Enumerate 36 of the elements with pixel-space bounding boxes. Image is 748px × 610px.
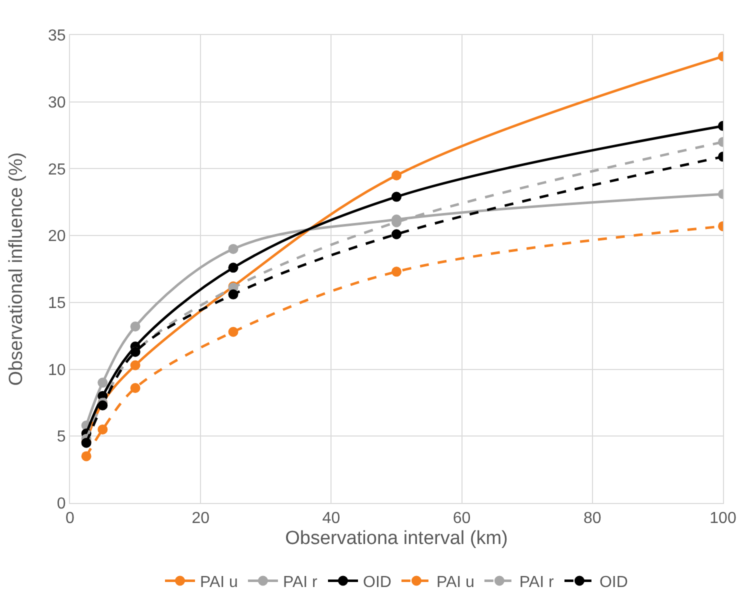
legend-label: PAI u: [200, 574, 238, 591]
y-tick-label: 0: [56, 496, 66, 513]
y-tick-label: 10: [48, 362, 66, 379]
y-tick-label: 25: [48, 161, 66, 178]
point: [392, 170, 402, 180]
x-tick-label: 40: [322, 510, 340, 528]
legend-label: PAI r: [519, 574, 554, 591]
point: [130, 322, 140, 332]
point: [98, 378, 108, 388]
x-axis-title: Observationa interval (km): [285, 528, 508, 549]
point: [130, 383, 140, 394]
point: [98, 424, 108, 434]
point: [392, 229, 402, 240]
point: [228, 326, 238, 337]
point: [392, 192, 402, 202]
y-tick-label: 15: [48, 295, 66, 312]
x-tick-label: 100: [710, 510, 736, 528]
y-axis-title: Observational influence (%): [6, 152, 27, 386]
legend-label: PAI r: [282, 574, 318, 591]
point: [228, 289, 238, 300]
point: [98, 400, 108, 410]
point: [228, 262, 238, 273]
point: [81, 451, 92, 462]
point: [130, 360, 140, 370]
y-tick-label: 35: [48, 28, 66, 45]
y-tick-label: 20: [48, 228, 66, 246]
y-tick-label: 5: [56, 428, 66, 446]
x-tick-label: 80: [584, 510, 602, 528]
y-tick-label: 30: [48, 94, 66, 112]
x-tick-label: 60: [452, 510, 471, 528]
point: [392, 266, 402, 277]
legend-label: OID: [599, 574, 628, 591]
x-tick-label: 20: [192, 510, 210, 528]
point: [228, 244, 238, 254]
legend-label: PAI u: [436, 574, 474, 591]
legend-label: OID: [363, 574, 392, 591]
